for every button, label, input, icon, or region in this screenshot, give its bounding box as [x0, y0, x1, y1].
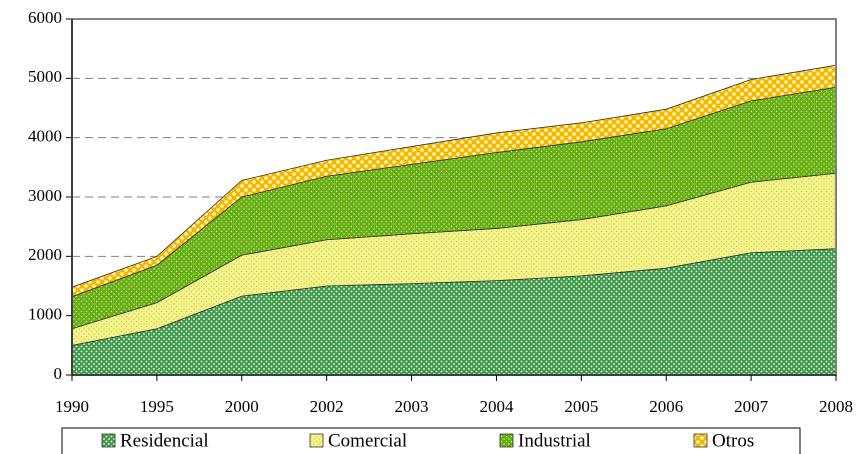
legend-label: Comercial: [328, 430, 407, 451]
x-tick-label: 2003: [395, 397, 429, 416]
x-tick-label: 2008: [819, 397, 853, 416]
legend-label: Otros: [712, 430, 754, 451]
legend-swatch: [101, 433, 116, 448]
y-tick-label: 1000: [28, 305, 62, 324]
y-tick-label: 3000: [28, 186, 62, 205]
x-tick-label: 2000: [225, 397, 259, 416]
x-tick-label: 2006: [649, 397, 683, 416]
legend-swatch: [499, 433, 514, 448]
y-tick-label: 2000: [28, 245, 62, 264]
y-tick-label: 4000: [28, 127, 62, 146]
legend: [61, 427, 801, 454]
x-tick-label: 2005: [564, 397, 598, 416]
x-tick-label: 2002: [310, 397, 344, 416]
y-tick-label: 6000: [28, 8, 62, 27]
y-tick-label: 5000: [28, 67, 62, 86]
legend-swatch: [693, 433, 708, 448]
x-tick-label: 2004: [479, 397, 514, 416]
legend-label: Residencial: [120, 430, 209, 451]
y-tick-label: 0: [54, 364, 63, 383]
legend-label: Industrial: [518, 430, 591, 451]
x-tick-label: 1990: [55, 397, 89, 416]
x-tick-label: 2007: [734, 397, 769, 416]
x-tick-label: 1995: [140, 397, 174, 416]
legend-swatch: [309, 433, 324, 448]
